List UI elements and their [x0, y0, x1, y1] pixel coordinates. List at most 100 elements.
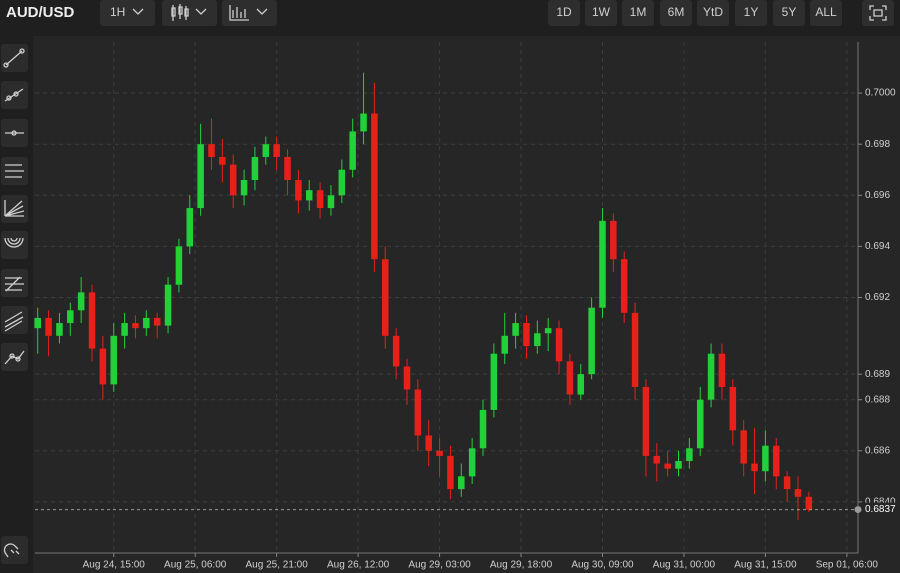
candle-body [186, 208, 194, 247]
tool-trendline[interactable] [1, 44, 28, 72]
y-tick-label: 0.689 [865, 369, 890, 380]
chart-area [33, 36, 900, 573]
drawing-tools [0, 36, 30, 573]
candle-body [729, 386, 737, 431]
tool-channel[interactable] [1, 157, 28, 185]
candle-body [620, 259, 628, 313]
candle-body [360, 113, 367, 132]
candle-body [414, 389, 422, 436]
y-tick-label: 0.688 [865, 394, 890, 405]
x-tick-label: Aug 29, 03:00 [408, 560, 471, 571]
candle-body [262, 144, 270, 157]
range-button[interactable]: 1M [622, 0, 654, 26]
range-buttons: 1D 1W 1M 6M YtD 1Y 5Y ALL [548, 0, 842, 26]
range-button[interactable]: 1W [585, 0, 617, 26]
y-tick-label: 0.698 [865, 139, 890, 150]
candle-body [45, 317, 52, 336]
range-label: 5Y [782, 5, 797, 19]
candle-body [512, 323, 519, 336]
range-label: 1W [592, 5, 611, 19]
button-bg [810, 0, 842, 26]
x-tick-label: Aug 31, 15:00 [734, 560, 797, 571]
chart-type-button[interactable] [162, 0, 217, 26]
button-bg [585, 0, 617, 26]
range-button[interactable]: 5Y [773, 0, 805, 26]
x-tick-label: Aug 24, 15:00 [83, 560, 146, 571]
y-tick-label: 0.692 [865, 292, 890, 303]
x-tick-label: Sep 01, 06:00 [816, 560, 879, 571]
x-tick-label: Aug 25, 21:00 [246, 560, 309, 571]
range-button[interactable]: ALL [810, 0, 842, 26]
y-tick-label: 0.7000 [865, 88, 896, 99]
tool-magnet[interactable] [1, 536, 28, 564]
candle-body [458, 476, 465, 490]
last-price-bg [862, 502, 900, 517]
x-tick-label: Aug 30, 09:00 [571, 560, 634, 571]
tool-fan[interactable] [1, 195, 28, 223]
candle-body [773, 445, 780, 477]
button-bg [773, 0, 805, 26]
candle-body [143, 317, 150, 329]
candle-body [295, 179, 302, 201]
candle-body [588, 307, 595, 375]
candle-body [153, 317, 161, 326]
candle-body [273, 144, 280, 157]
candle-body [599, 220, 606, 308]
candle-body [392, 335, 400, 367]
candle-body [164, 284, 172, 326]
candle-body [610, 220, 617, 260]
candle-body [425, 435, 432, 451]
candle-body [718, 353, 726, 387]
candle-body [686, 448, 693, 462]
x-tick-label: Aug 31, 00:00 [653, 560, 716, 571]
range-label: ALL [815, 5, 837, 19]
tool-pitchfork[interactable] [1, 306, 28, 334]
candle-body [382, 259, 389, 336]
candle-body [371, 113, 378, 260]
chevron [256, 8, 268, 15]
candle-body [523, 323, 530, 347]
tool-horizontal[interactable] [1, 119, 28, 147]
fullscreen-button[interactable] [862, 0, 894, 26]
y-tick-label: 0.686 [865, 445, 890, 456]
candle-body [762, 445, 769, 472]
chevron [195, 8, 207, 15]
candle-body [99, 348, 107, 385]
range-label: 1D [556, 5, 572, 19]
range-button[interactable]: 1Y [735, 0, 767, 26]
sidebar [0, 36, 30, 573]
candle-body [197, 144, 204, 209]
indicators-button[interactable] [222, 0, 277, 26]
range-button[interactable]: YtD [697, 0, 729, 26]
range-label: 6M [668, 5, 685, 19]
y-tick-label: 0.696 [865, 190, 890, 201]
tool-fib[interactable] [1, 269, 28, 297]
plot: 0.6840 0.686 0.688 0.689 0.692 0.694 0.696 0.69… [34, 42, 900, 571]
candle-body [794, 489, 802, 497]
candle-body [631, 312, 639, 387]
candle-body [284, 156, 291, 180]
tool-ray[interactable] [1, 81, 28, 109]
tool-arc[interactable] [1, 231, 28, 259]
candle-body [67, 310, 74, 324]
range-button[interactable]: 1D [548, 0, 580, 26]
candle-body [121, 323, 128, 336]
interval: 1H [110, 5, 125, 19]
candle-body [305, 190, 313, 201]
candle-body [251, 156, 259, 180]
candle-body [447, 455, 454, 490]
candle-body [240, 179, 248, 196]
tool-path[interactable] [1, 343, 28, 371]
range-label: 1Y [744, 5, 759, 19]
candle-body [479, 409, 487, 449]
range-button[interactable]: 6M [660, 0, 692, 26]
candle-body [219, 156, 226, 165]
candle-body [208, 144, 215, 157]
interval-button[interactable]: 1H [100, 0, 155, 26]
candle-body [555, 328, 563, 362]
candle-body [501, 335, 508, 354]
candle-body [675, 461, 682, 469]
last-price-label: 0.6837 [865, 504, 896, 515]
